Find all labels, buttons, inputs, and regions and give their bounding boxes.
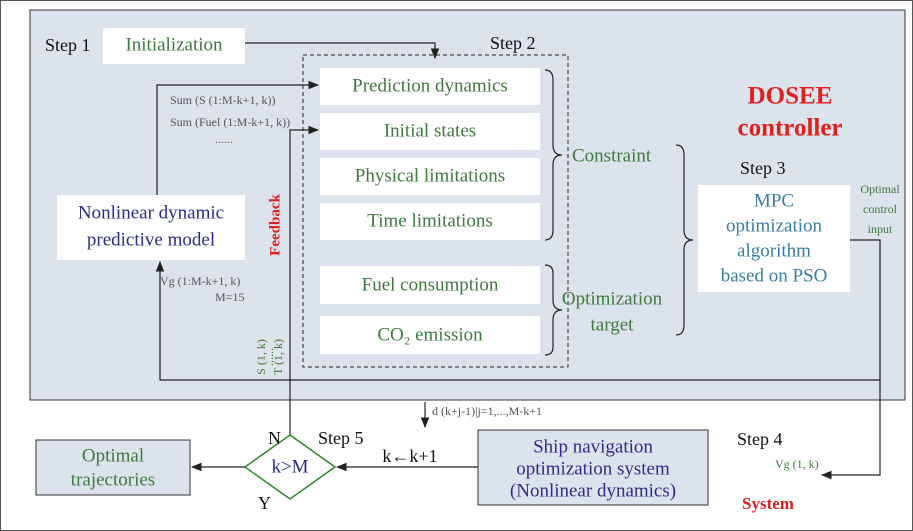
step-label: Step 4 xyxy=(737,429,783,449)
edge-label: d (k+j-1)|j=1,...,M-k+1 xyxy=(432,404,542,418)
controller-title: DOSEE xyxy=(748,83,833,110)
constraint-label: Constraint xyxy=(572,145,652,166)
model-text: predictive model xyxy=(87,229,215,250)
edge-label: ...... xyxy=(262,348,276,366)
step-label: Step 5 xyxy=(318,428,364,448)
controller-title: controller xyxy=(737,115,842,142)
edge-label: Vg (1, k) xyxy=(775,457,819,471)
block-text: Prediction dynamics xyxy=(352,75,508,96)
block xyxy=(320,266,540,304)
mpc-text: optimization xyxy=(726,215,823,236)
block xyxy=(320,158,540,195)
block xyxy=(320,68,540,105)
branch-label: Y xyxy=(258,493,271,513)
mpc-text: MPC xyxy=(754,190,794,211)
edge-label: Sum (S (1:M-k+1, k)) xyxy=(170,93,275,107)
target-label: Optimization xyxy=(562,288,663,309)
mpc-box xyxy=(698,185,850,292)
block xyxy=(320,203,540,240)
step-label: Step 3 xyxy=(740,158,786,178)
edge-label: M=15 xyxy=(215,290,244,304)
arrow xyxy=(155,260,880,381)
decision xyxy=(243,434,337,500)
model-box xyxy=(57,195,245,260)
feedback-label: Feedback xyxy=(267,194,283,256)
init-box xyxy=(103,28,245,64)
mpc-text: based on PSO xyxy=(721,265,828,286)
edge-label: S (1, k) xyxy=(254,339,268,375)
block-text: Initial states xyxy=(384,120,476,141)
brace xyxy=(544,264,563,356)
target-label: target xyxy=(591,314,635,335)
edge-label: ...... xyxy=(215,132,233,146)
edge-label: T (1, k) xyxy=(271,339,285,375)
edge-label: Vg (1:M-k+1, k) xyxy=(160,274,240,288)
arrow xyxy=(820,239,881,480)
block-text: Physical limitations xyxy=(355,165,505,186)
block-text: CO₂ emission xyxy=(377,324,483,345)
ship-text: Ship navigation xyxy=(533,436,653,457)
arrow xyxy=(156,80,320,195)
result-box xyxy=(35,439,191,496)
init-text: Initialization xyxy=(125,34,223,55)
blocks: Prediction dynamics Initial states Physi… xyxy=(320,68,540,354)
model-text: Nonlinear dynamic xyxy=(78,202,224,223)
edge-label: input xyxy=(868,222,893,236)
ship-text: (Nonlinear dynamics) xyxy=(510,480,676,501)
step2-box xyxy=(302,54,569,368)
block-text: Fuel consumption xyxy=(362,274,499,295)
step-label: Step 1 xyxy=(45,35,91,55)
brace xyxy=(675,144,694,336)
arrow xyxy=(245,42,440,60)
block xyxy=(320,113,540,150)
mpc-text: algorithm xyxy=(737,240,811,261)
edge-label: Optimal xyxy=(860,182,900,196)
block xyxy=(320,316,540,354)
step-label: Step 2 xyxy=(490,33,536,53)
ship-text: optimization system xyxy=(516,458,670,479)
system-label: System xyxy=(742,494,794,513)
edge-label: control xyxy=(863,202,898,216)
block-text: Time limitations xyxy=(367,210,492,231)
edge-label: k←k+1 xyxy=(382,446,437,466)
branch-label: N xyxy=(268,428,281,448)
brace xyxy=(544,69,563,241)
feedback-arrow xyxy=(289,125,320,435)
edge-label: Sum (Fuel (1:M-k+1, k)) xyxy=(170,115,290,129)
decision-text: k>M xyxy=(271,456,308,477)
result-text: trajectories xyxy=(71,469,155,490)
result-text: Optimal xyxy=(82,445,144,466)
ship-box xyxy=(477,429,709,506)
